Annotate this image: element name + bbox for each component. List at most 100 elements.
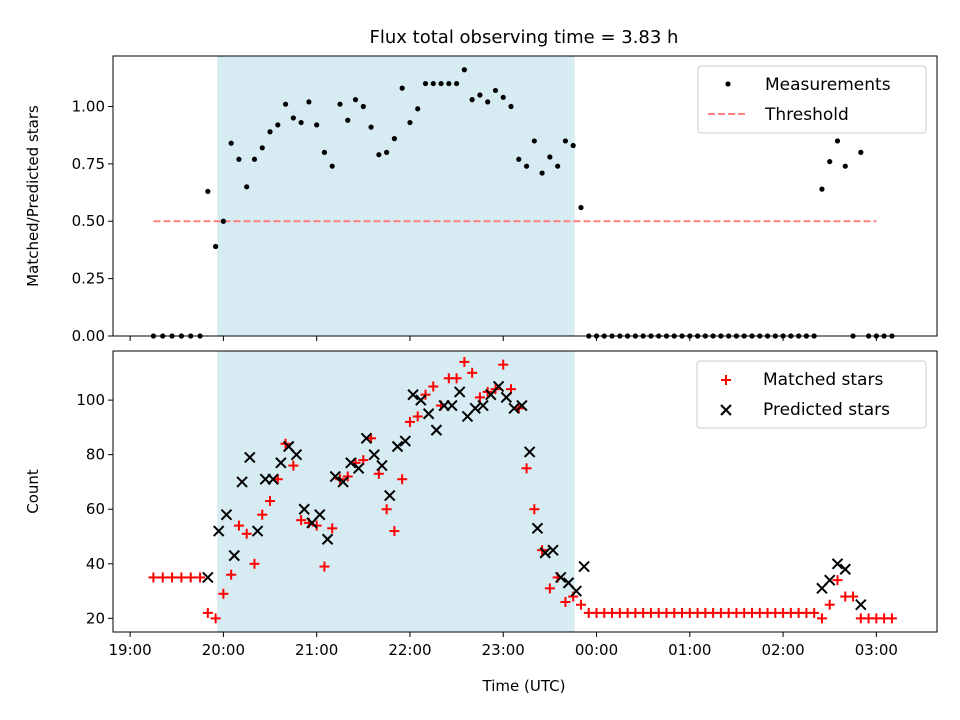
predicted-star-point (547, 544, 559, 556)
predicted-star-point (267, 473, 279, 485)
measurement-point (267, 129, 273, 135)
matched-star-point (226, 569, 237, 580)
matched-star-point (816, 613, 827, 624)
measurement-point (290, 115, 296, 121)
matched-star-point (544, 583, 555, 594)
measurement-point (236, 156, 242, 162)
count-marks (148, 356, 897, 624)
predicted-star-point (531, 522, 544, 535)
legend-predicted-marker (720, 404, 732, 416)
measurement-point (306, 99, 312, 105)
matched-star-point (832, 575, 843, 586)
predicted-star-point (290, 448, 303, 461)
measurement-point (539, 170, 545, 176)
matched-star-point (521, 463, 532, 474)
predicted-star-point (337, 476, 349, 488)
predicted-star-point (407, 388, 419, 401)
measurement-point (205, 188, 211, 195)
measurement-point (492, 87, 499, 94)
measurement-point (438, 80, 444, 87)
observing-interval-shade (217, 56, 575, 336)
predicted-star-point (298, 503, 310, 515)
matched-star-point (397, 474, 408, 485)
count-axes-frame (112, 350, 938, 633)
matched-star-point (848, 591, 859, 602)
measurement-point (827, 158, 833, 165)
matched-star-point (288, 460, 299, 471)
count-y-ticks: 20 40 60 80 100 (76, 391, 113, 627)
measurement-point (376, 152, 382, 158)
legend-matched-label: Matched stars (763, 370, 883, 390)
count-legend: Matched stars Predicted stars (696, 360, 927, 429)
count-y-axis-label: Count (24, 469, 42, 514)
predicted-star-point (399, 435, 411, 447)
matched-star-point (176, 572, 187, 583)
predicted-star-point (228, 549, 240, 562)
matched-star-point (195, 572, 206, 583)
matched-star-point (210, 613, 221, 624)
matched-star-point (157, 572, 168, 583)
measurement-point (516, 156, 522, 162)
x-tick-label: 02:00 (761, 641, 804, 659)
predicted-star-point (220, 508, 233, 521)
predicted-star-point (422, 408, 435, 420)
matched-star-point (529, 504, 540, 515)
ratio-y-ticks: 0.00 0.25 0.50 0.75 1.00 (72, 97, 113, 345)
figure-title: Flux total observing time = 3.83 h (370, 27, 679, 48)
measurement-point (531, 138, 537, 144)
predicted-star-point (508, 402, 520, 414)
y-tick-label: 20 (86, 609, 105, 627)
matched-star-point (257, 509, 268, 520)
x-tick-label: 03:00 (855, 641, 898, 659)
predicted-star-point (213, 525, 225, 537)
predicted-star-point (251, 525, 264, 537)
legend-measurements-label: Measurements (765, 75, 891, 95)
measurement-point (321, 149, 328, 155)
measurement-point (407, 119, 413, 126)
matched-star-point (381, 504, 392, 515)
measurement-point (485, 99, 491, 105)
predicted-star-point (523, 446, 536, 458)
measurement-point (213, 243, 219, 250)
predicted-star-point (430, 424, 443, 436)
matched-star-point (241, 528, 252, 539)
x-tick-label: 22:00 (388, 641, 431, 659)
predicted-star-point (555, 571, 567, 584)
predicted-star-point (384, 489, 396, 502)
matched-star-point (498, 359, 509, 370)
y-tick-label: 0.00 (72, 327, 105, 345)
matched-star-point (319, 561, 330, 572)
measurement-point (384, 149, 390, 155)
matched-star-point (420, 389, 431, 400)
measurement-point (430, 80, 436, 87)
matched-star-point (296, 515, 307, 526)
measurement-point (244, 184, 250, 190)
legend-threshold-label: Threshold (764, 105, 849, 125)
ratio-legend-box (697, 65, 927, 134)
predicted-star-point (275, 457, 287, 469)
measurement-point (360, 103, 366, 110)
observing-interval-shade (217, 351, 575, 632)
matched-star-point (428, 381, 439, 392)
measurement-point (251, 156, 258, 162)
predicted-star-point (321, 533, 334, 545)
x-tick-label: 00:00 (575, 641, 618, 659)
matched-star-point (342, 471, 353, 482)
measurement-point (337, 101, 343, 107)
measurement-point (415, 106, 421, 112)
predicted-star-point (236, 476, 248, 488)
measurement-point (469, 97, 475, 103)
matched-star-point (148, 572, 159, 583)
matched-star-point (404, 416, 415, 427)
measurement-point (477, 92, 483, 98)
x-tick-label: 23:00 (482, 641, 525, 659)
ratio-x-ticks (129, 336, 877, 341)
matched-star-point (185, 572, 196, 583)
predicted-star-point (570, 585, 583, 597)
legend-measurements-marker (725, 81, 731, 87)
predicted-star-point (244, 451, 256, 464)
ratio-axes-frame (112, 55, 938, 337)
measurement-point (399, 85, 405, 91)
matched-star-point (474, 392, 485, 403)
